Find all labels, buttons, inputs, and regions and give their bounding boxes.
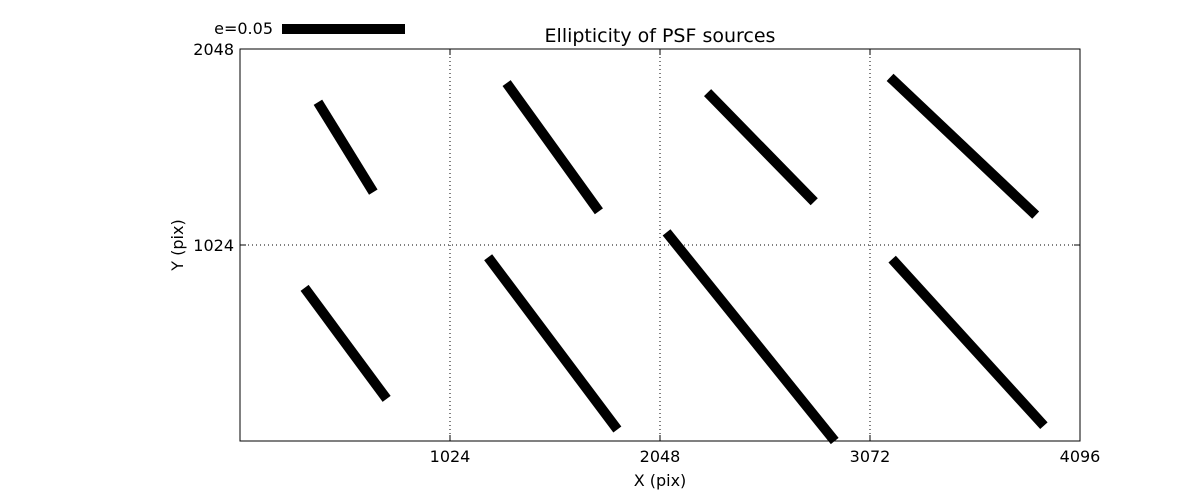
legend-label: e=0.05 xyxy=(214,19,273,38)
ellipticity-sticks xyxy=(300,73,1048,445)
ellipticity-stick-6 xyxy=(886,73,1040,219)
x-axis-label: X (pix) xyxy=(634,471,687,490)
x-tick-label-2: 3072 xyxy=(850,447,891,466)
y-tick-label-1: 2048 xyxy=(193,40,234,59)
ellipticity-stick-4 xyxy=(704,89,818,206)
y-axis-ticks: 1024 2048 xyxy=(193,40,1080,255)
y-tick-label-0: 1024 xyxy=(193,236,234,255)
y-axis-label: Y (pix) xyxy=(168,219,187,271)
chart-title: Ellipticity of PSF sources xyxy=(545,25,776,47)
ellipticity-stick-3 xyxy=(484,254,622,433)
x-tick-label-3: 4096 xyxy=(1060,447,1101,466)
ellipticity-stick-2 xyxy=(502,80,603,215)
ellipticity-stick-0 xyxy=(313,99,378,195)
x-axis-ticks: 1024 2048 3072 4096 xyxy=(430,49,1101,466)
x-tick-label-0: 1024 xyxy=(430,447,471,466)
ellipticity-stick-1 xyxy=(300,284,391,402)
legend: e=0.05 xyxy=(214,19,405,38)
x-tick-label-1: 2048 xyxy=(640,447,681,466)
ellipticity-stick-5 xyxy=(662,229,839,445)
ellipticity-stick-7 xyxy=(888,255,1048,430)
